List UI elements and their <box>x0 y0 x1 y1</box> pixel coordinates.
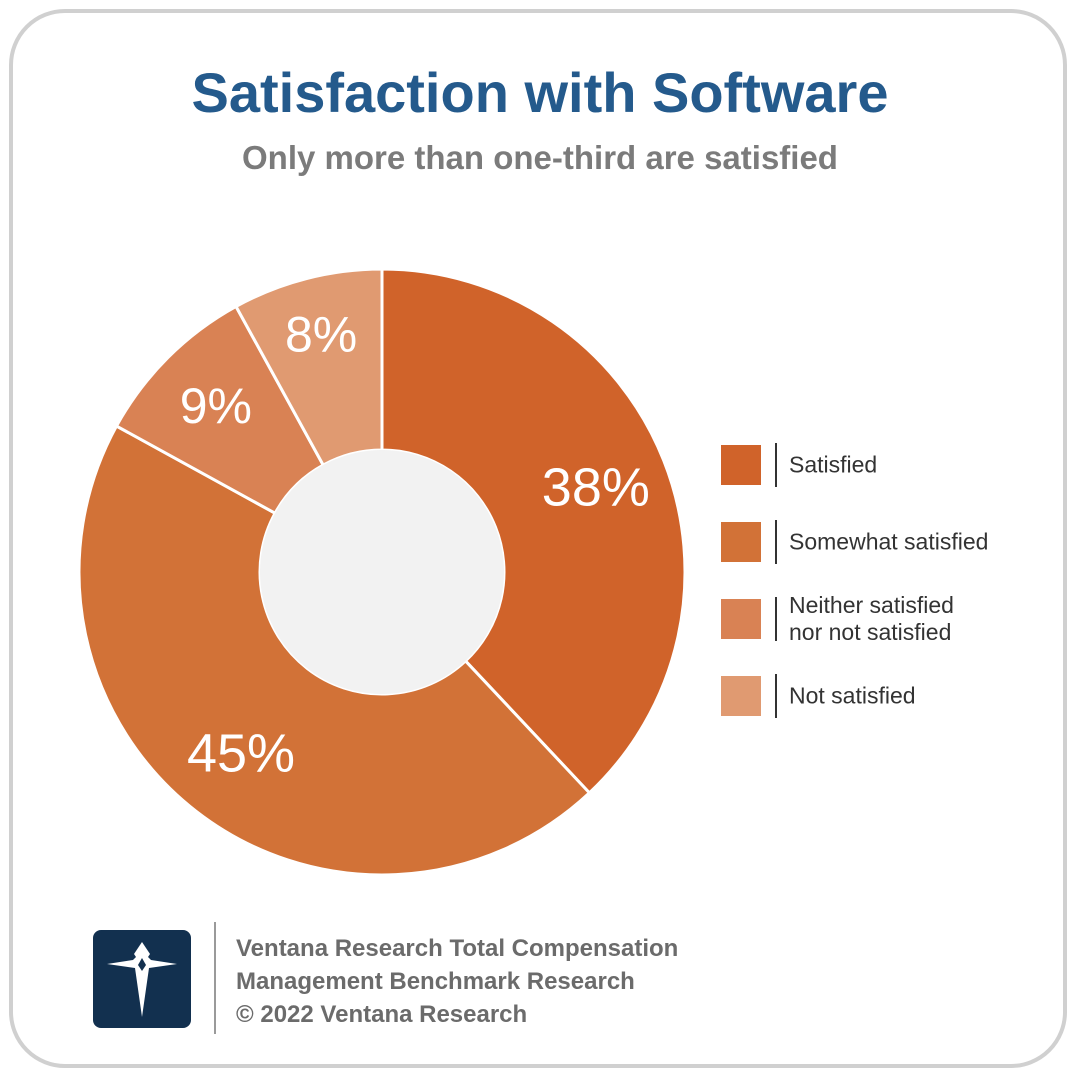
legend-divider <box>775 597 777 641</box>
legend-swatch <box>721 522 761 562</box>
footer-divider <box>214 922 216 1034</box>
legend-swatch <box>721 676 761 716</box>
slice-value-label-3: 8% <box>285 307 357 363</box>
chart-subtitle: Only more than one-third are satisfied <box>242 139 838 176</box>
slice-value-label-0: 38% <box>542 457 650 517</box>
footer-line-1: Ventana Research Total Compensation <box>236 935 679 962</box>
legend-label: Neither satisfied nor not satisfied <box>789 592 954 645</box>
legend-label: Somewhat satisfied <box>789 528 989 555</box>
legend-swatch <box>721 445 761 485</box>
legend-label: Satisfied <box>789 451 878 478</box>
footer-line-3: © 2022 Ventana Research <box>236 1001 528 1028</box>
ventana-v-logo-icon <box>93 930 191 1028</box>
legend-divider <box>775 520 777 564</box>
legend-label: Not satisfied <box>789 682 916 709</box>
chart-title: Satisfaction with Software <box>191 61 889 124</box>
legend-divider <box>775 443 777 487</box>
footer-credit: Ventana Research Total Compensation Mana… <box>236 932 678 1031</box>
legend-divider <box>775 674 777 718</box>
legend-swatch <box>721 599 761 639</box>
slice-value-label-2: 9% <box>180 378 252 434</box>
donut-hole <box>260 450 504 694</box>
slice-value-label-1: 45% <box>187 724 295 784</box>
footer-line-2: Management Benchmark Research <box>236 968 635 995</box>
